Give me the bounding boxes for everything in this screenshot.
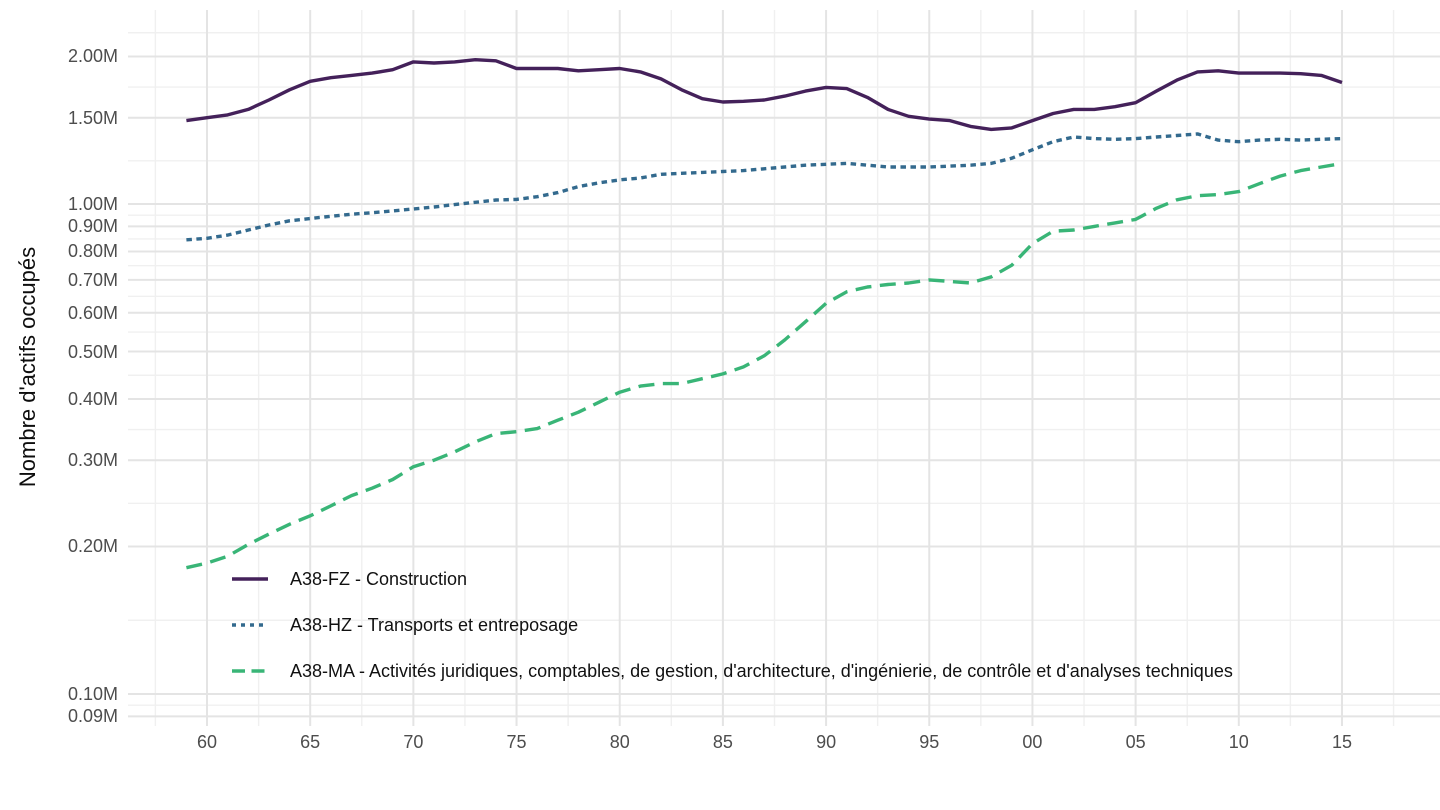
legend-key-line (232, 623, 268, 627)
y-tick-label: 0.20M (67, 536, 118, 557)
y-tick-label: 0.09M (67, 706, 118, 727)
x-tick-label: 85 (712, 732, 733, 752)
y-tick-label: 2.00M (67, 46, 118, 67)
x-tick-label: 10 (1228, 732, 1249, 752)
legend-label: A38-HZ - Transports et entreposage (290, 614, 579, 635)
y-tick-label: 1.50M (67, 107, 118, 128)
y-tick-label: 0.70M (67, 269, 118, 290)
y-tick-label: 0.40M (67, 388, 118, 409)
legend-item: A38-FZ - Construction (232, 566, 467, 592)
legend-key-line (232, 577, 268, 581)
x-tick-label: 00 (1022, 732, 1043, 752)
series-line-3 (186, 161, 1343, 570)
x-tick-label: 65 (300, 732, 321, 752)
y-tick-label: 0.90M (67, 216, 118, 237)
y-tick-label: 0.50M (67, 341, 118, 362)
legend-label: A38-FZ - Construction (290, 568, 468, 589)
y-tick-label: 0.80M (67, 241, 118, 262)
legend-key-line (232, 669, 268, 673)
legend-item: A38-MA - Activités juridiques, comptable… (232, 658, 1233, 684)
legend-item: A38-HZ - Transports et entreposage (232, 612, 578, 638)
series-line-1 (186, 58, 1343, 132)
series-line-2 (186, 132, 1343, 242)
y-tick-label: 0.10M (67, 684, 118, 704)
y-tick-label: 1.00M (67, 194, 118, 214)
x-tick-label: 80 (609, 732, 630, 752)
x-tick-label: 75 (506, 732, 527, 752)
x-tick-label: 70 (403, 732, 424, 752)
y-tick-label: 0.30M (67, 450, 118, 471)
x-tick-label: 05 (1125, 732, 1146, 752)
x-tick-label: 60 (196, 732, 218, 752)
x-tick-label: 95 (919, 732, 940, 752)
y-tick-label: 0.60M (67, 302, 118, 323)
x-tick-label: 90 (816, 732, 837, 752)
legend-label: A38-MA - Activités juridiques, comptable… (290, 660, 1233, 681)
x-tick-label: 15 (1331, 732, 1352, 752)
